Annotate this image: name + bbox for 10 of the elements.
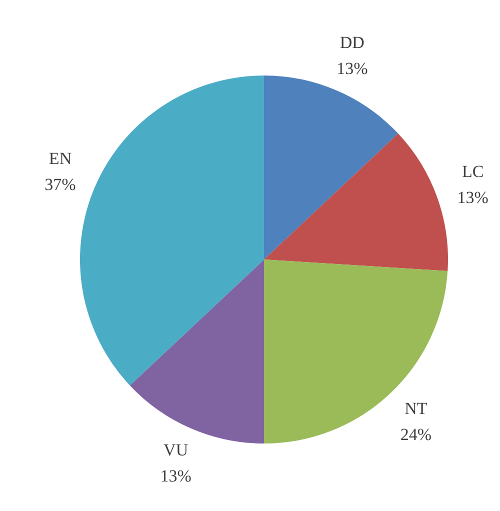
data-label: 13% [160,466,192,486]
data-label: 13% [457,188,488,207]
slice-label: VU [164,440,188,460]
data-label: 13% [336,59,368,78]
slice-label: NT [404,398,428,418]
slice-label: DD [340,33,364,52]
slice-label: EN [48,148,72,168]
slice-label: LC [462,162,484,181]
data-label: 24% [400,424,432,444]
data-label: 37% [44,174,76,194]
